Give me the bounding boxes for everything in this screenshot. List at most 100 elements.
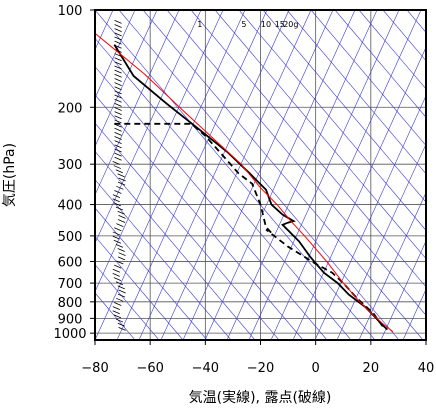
adiabat-line (95, 66, 328, 340)
wind-barb (117, 173, 125, 178)
wind-barb (114, 156, 122, 161)
wind-barb (112, 235, 120, 240)
wind-barb (112, 194, 121, 198)
wind-barb (116, 223, 124, 228)
y-tick-label: 400 (58, 199, 83, 214)
wind-barb (112, 268, 120, 273)
wind-barb (117, 293, 126, 298)
wind-barb (118, 252, 126, 257)
isotherm-line (95, 10, 246, 340)
isotherm-line (248, 10, 400, 340)
y-tick-label: 500 (58, 230, 83, 245)
wind-barb (115, 244, 124, 248)
isotherm-line (336, 143, 426, 340)
wind-barb (114, 152, 122, 157)
wind-barb (114, 98, 122, 103)
y-tick-label: 600 (58, 255, 83, 270)
y-axis-title: 気圧(hPa) (2, 143, 18, 207)
x-tick-label: 40 (418, 361, 435, 376)
wind-barb (117, 210, 125, 215)
adiabat-line (190, 10, 426, 288)
wind-barb (114, 127, 122, 132)
wind-barb (114, 227, 122, 232)
wind-barb (114, 111, 122, 116)
wind-barb (118, 289, 126, 294)
profiles (95, 32, 394, 333)
wind-barb (114, 102, 122, 107)
isotherm-line (204, 10, 356, 340)
wind-barb (114, 86, 122, 91)
adiabat-line (334, 10, 426, 118)
wind-barb (116, 260, 124, 265)
isotherm-line (138, 10, 290, 340)
wind-barb (114, 132, 122, 136)
wind-barb (113, 239, 122, 244)
wind-barb (114, 144, 122, 149)
wind-barb (115, 281, 124, 286)
x-tick-label: −60 (136, 361, 163, 376)
x-tick-label: −20 (247, 361, 274, 376)
wind-barb (114, 40, 122, 45)
y-tick-label: 900 (58, 312, 83, 327)
isotherm-line (226, 10, 378, 340)
adiabat-line (142, 10, 424, 340)
x-tick-label: −40 (192, 361, 219, 376)
wind-barb (117, 285, 125, 290)
x-axis-title: 気温(実線), 露点(破線) (189, 390, 332, 406)
adiabat-line (214, 10, 426, 260)
wind-barb (114, 32, 122, 37)
wind-barb (113, 202, 122, 207)
mixing-ratio-label: 10 (261, 20, 271, 29)
adiabat-line (286, 10, 426, 175)
wind-barb (114, 190, 122, 194)
adiabat-line (95, 122, 280, 340)
y-tick-label: 100 (58, 4, 83, 19)
adiabat-line (431, 10, 436, 340)
wind-barb (117, 219, 126, 223)
adiabat-line (95, 179, 232, 340)
mixing-ratio-label: 20g (283, 20, 298, 29)
wind-barb (114, 36, 122, 41)
adiabat-line (95, 235, 184, 340)
wind-barb (114, 20, 122, 24)
mixing-ratio-label: 1 (197, 20, 202, 29)
adiabat-line (95, 150, 256, 340)
adiabat-line (238, 10, 426, 231)
wind-barb (114, 140, 122, 145)
wind-barb (114, 264, 122, 269)
x-tick-label: −80 (81, 361, 108, 376)
wind-barb (114, 90, 122, 95)
wind-barb (113, 165, 121, 169)
isotherm-line (380, 240, 426, 340)
wind-barb (114, 82, 122, 86)
isotherm-line (95, 10, 158, 148)
y-tick-label: 1000 (53, 327, 86, 342)
x-tick-label: 20 (363, 361, 380, 376)
wind-barb (114, 107, 122, 111)
wind-barb (114, 94, 122, 99)
y-tick-label: 800 (58, 296, 83, 311)
wind-barb (113, 314, 122, 319)
wind-barb (117, 248, 125, 252)
adiabat-line (95, 10, 376, 340)
wind-barb (114, 136, 122, 140)
mixing-ratio-label: 15 (275, 20, 285, 29)
wind-barb (114, 302, 122, 306)
diagonal-lines (95, 10, 436, 340)
adiabat-line (95, 94, 304, 340)
wind-barb (112, 306, 120, 310)
dewpoint-profile (114, 122, 386, 330)
y-tick-label: 700 (58, 277, 83, 292)
wind-barb (118, 326, 126, 331)
isotherm-line (95, 10, 180, 196)
isotherm-line (95, 10, 202, 244)
wind-barb (114, 73, 122, 78)
isotherm-line (95, 10, 136, 99)
adiabat-line (95, 264, 160, 340)
mixing-ratio-label: 5 (241, 20, 246, 29)
adiabat-line (262, 10, 426, 203)
wind-barb (115, 169, 123, 174)
wind-barb (114, 78, 122, 82)
